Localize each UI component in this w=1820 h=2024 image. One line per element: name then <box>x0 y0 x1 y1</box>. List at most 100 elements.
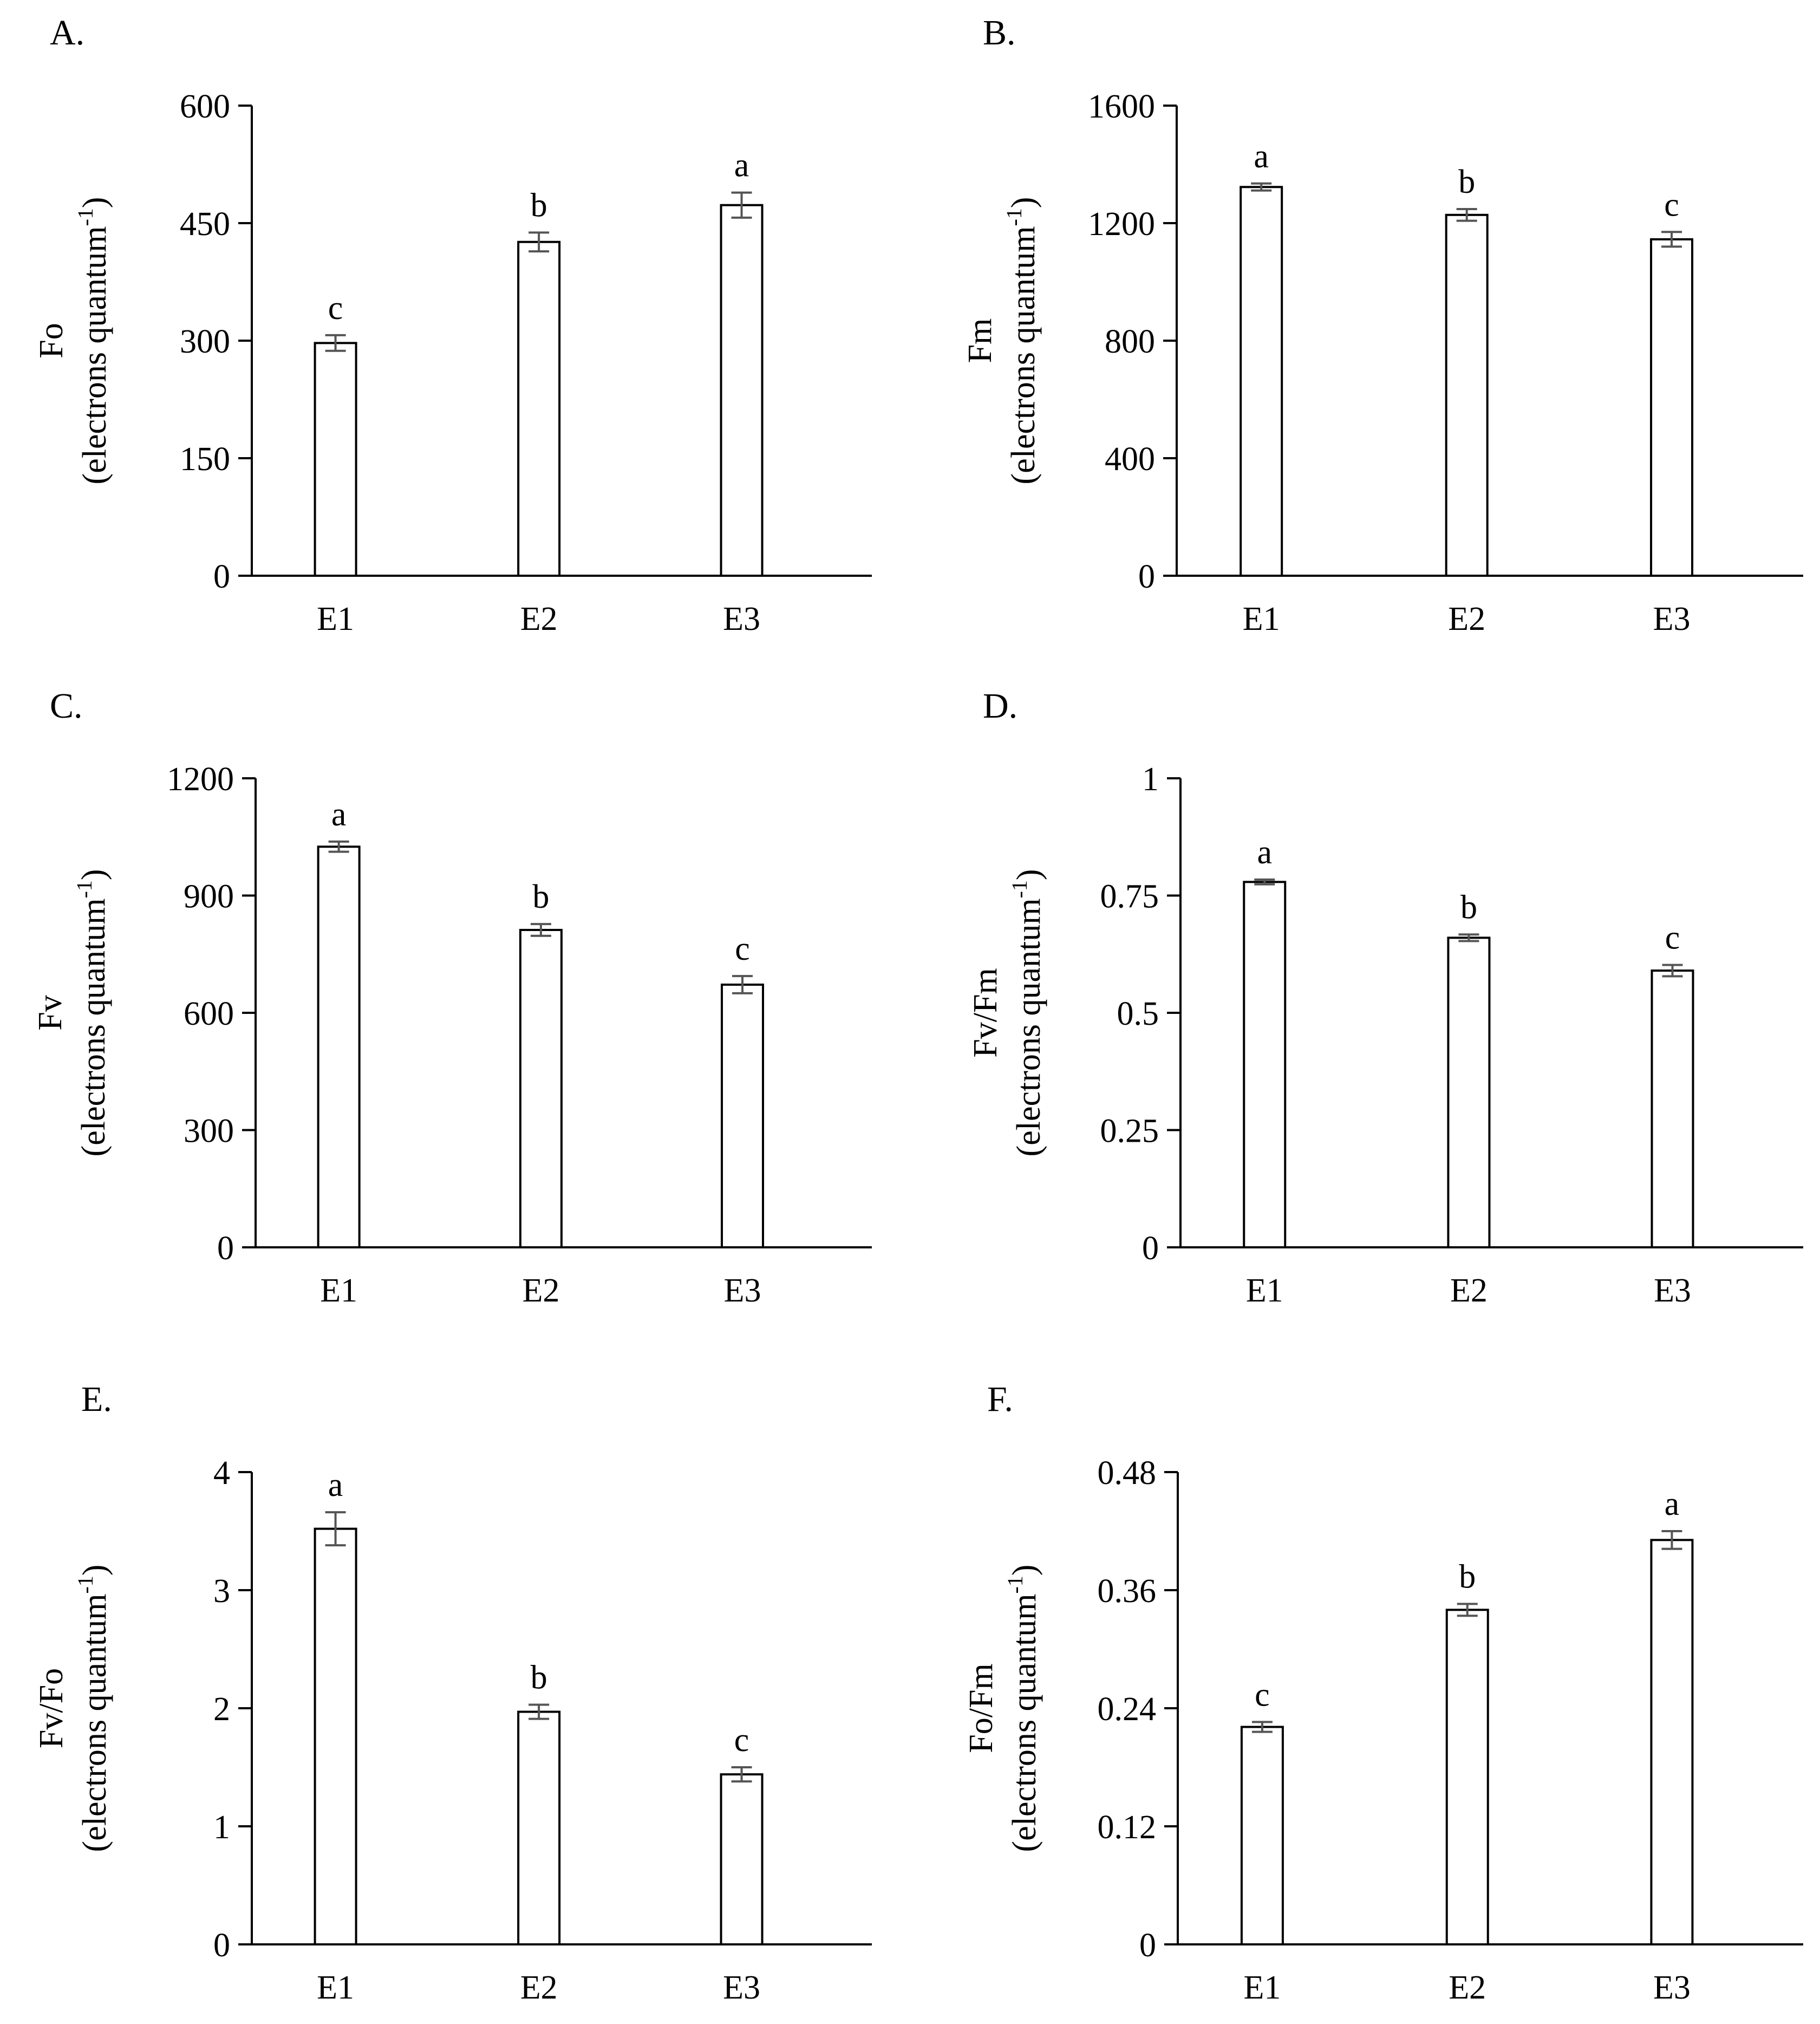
y-tick-label: 450 <box>180 206 230 243</box>
chart-panel-e: E. 0 1 2 3 4 Fv/Fo (electrons quantum-1) a E1 b E2 c… <box>33 1379 872 2006</box>
significance-letter: c <box>1255 1676 1270 1713</box>
panel-label: B. <box>983 13 1016 53</box>
y-axis-units-close: ) <box>1006 1565 1043 1576</box>
y-tick-label: 150 <box>180 441 230 478</box>
y-axis-units-superscript: -1 <box>72 880 96 898</box>
y-axis-units-superscript: -1 <box>1002 208 1026 226</box>
y-axis-title: Fv/Fo <box>33 1668 70 1748</box>
y-axis-units: (electrons quantum-1) <box>1003 1565 1043 1852</box>
bar-e2 <box>517 1710 561 1946</box>
y-axis-units: (electrons quantum-1) <box>72 869 112 1157</box>
y-tick-label: 300 <box>180 323 230 360</box>
x-tick-label: E2 <box>522 1272 559 1309</box>
y-axis-units: (electrons quantum-1) <box>1007 869 1047 1157</box>
significance-letter: b <box>1458 164 1475 200</box>
significance-letter: c <box>735 930 750 967</box>
significance-letter: c <box>328 290 343 327</box>
significance-letter: a <box>331 796 347 833</box>
significance-letter: a <box>734 147 749 184</box>
x-tick-label: E2 <box>1450 1272 1488 1309</box>
bar-e2 <box>1445 1609 1489 1945</box>
x-tick-label: E2 <box>520 601 558 637</box>
y-tick-label: 900 <box>184 878 234 915</box>
panel-label: E. <box>81 1379 112 1419</box>
significance-letter: b <box>1459 1558 1476 1595</box>
panel-label: F. <box>987 1379 1013 1419</box>
chart-panel-b: B. 0 400 800 1200 1600 Fm (electrons quantum-1)… <box>962 13 1803 637</box>
x-tick-label: E1 <box>317 1969 354 2006</box>
x-tick-label: E3 <box>724 1272 761 1309</box>
significance-letter: a <box>1254 138 1269 175</box>
y-axis-units: (electrons quantum-1) <box>73 1565 113 1852</box>
significance-letter: c <box>1665 920 1680 956</box>
chart-panel-f: F. 0 0.12 0.24 0.36 0.48 Fo/Fm (electrons quant… <box>963 1379 1803 2006</box>
bar-e3 <box>720 204 764 577</box>
x-tick-label: E3 <box>723 1969 760 2006</box>
y-axis-units: (electrons quantum-1) <box>1002 197 1042 485</box>
chart-panel-a: A. 0 150 300 450 600 Fo (electrons quantum-1) c E… <box>33 13 872 637</box>
bar-e1 <box>1240 1726 1284 1945</box>
bar-e1 <box>1240 186 1283 577</box>
y-tick-label: 1600 <box>1088 88 1155 125</box>
y-tick-label: 0 <box>1138 558 1155 595</box>
y-tick-label: 0.75 <box>1100 878 1159 915</box>
chart-panel-d: D. 0 0.25 0.5 0.75 1 Fv/Fm (electrons quantum-1… <box>967 686 1803 1309</box>
y-axis-units-close: ) <box>75 869 112 881</box>
y-tick-label: 0 <box>213 558 230 595</box>
significance-letter: a <box>1257 834 1272 871</box>
y-axis-title: Fo/Fm <box>963 1663 1000 1753</box>
y-axis-units-superscript: -1 <box>1007 880 1032 898</box>
bar-e3 <box>721 984 765 1249</box>
y-axis-units-superscript: -1 <box>1003 1576 1027 1593</box>
y-axis-units-close: ) <box>76 1565 113 1576</box>
significance-letter: b <box>1460 889 1477 926</box>
y-axis-units-close: ) <box>1010 869 1047 881</box>
y-tick-label: 0 <box>1139 1927 1156 1964</box>
y-axis-units-close: ) <box>1005 197 1042 209</box>
y-tick-label: 1200 <box>167 761 234 798</box>
significance-letter: c <box>1664 186 1679 223</box>
y-axis-units-text: (electrons quantum <box>1005 226 1042 485</box>
bar-e1 <box>314 1527 357 1945</box>
y-axis-units-close: ) <box>76 197 113 209</box>
y-tick-label: 0 <box>213 1927 230 1964</box>
y-tick-label: 0.36 <box>1098 1573 1157 1610</box>
y-axis-units: (electrons quantum-1) <box>73 197 113 485</box>
x-tick-label: E2 <box>1448 601 1485 637</box>
significance-letter: b <box>531 187 547 224</box>
y-axis-units-text: (electrons quantum <box>76 226 113 485</box>
bar-e3 <box>1650 1539 1694 1946</box>
y-tick-label: 0.24 <box>1098 1691 1157 1728</box>
y-tick-label: 3 <box>213 1573 230 1610</box>
x-tick-label: E2 <box>520 1969 558 2006</box>
y-tick-label: 1 <box>1142 761 1159 798</box>
x-tick-label: E3 <box>723 601 760 637</box>
bar-e1 <box>317 845 361 1248</box>
x-tick-label: E1 <box>1243 601 1280 637</box>
y-tick-label: 4 <box>213 1455 230 1492</box>
x-tick-label: E1 <box>1243 1969 1281 2006</box>
y-tick-label: 0 <box>1142 1230 1159 1267</box>
y-tick-label: 1200 <box>1088 206 1155 243</box>
x-tick-label: E2 <box>1449 1969 1486 2006</box>
chart-panel-c: C. 0 300 600 900 1200 Fv (electrons quantum-1) a… <box>32 686 872 1309</box>
y-axis-units-superscript: -1 <box>73 208 97 226</box>
y-tick-label: 800 <box>1105 323 1155 360</box>
bar-e2 <box>517 240 561 577</box>
bar-e3 <box>1650 238 1694 577</box>
x-tick-label: E3 <box>1654 1272 1691 1309</box>
y-tick-label: 600 <box>184 995 234 1032</box>
x-tick-label: E1 <box>317 601 354 637</box>
significance-letter: c <box>734 1722 749 1759</box>
y-tick-label: 0.48 <box>1098 1455 1157 1492</box>
y-axis-units-text: (electrons quantum <box>76 1594 113 1852</box>
x-tick-label: E3 <box>1653 1969 1691 2006</box>
y-axis-title: Fm <box>962 318 999 363</box>
bar-e2 <box>519 929 563 1249</box>
panel-label: C. <box>50 686 83 726</box>
y-axis-title: Fo <box>33 323 70 358</box>
y-tick-label: 0.5 <box>1117 995 1159 1032</box>
y-tick-label: 0.12 <box>1098 1809 1157 1846</box>
bar-e2 <box>1445 213 1489 577</box>
